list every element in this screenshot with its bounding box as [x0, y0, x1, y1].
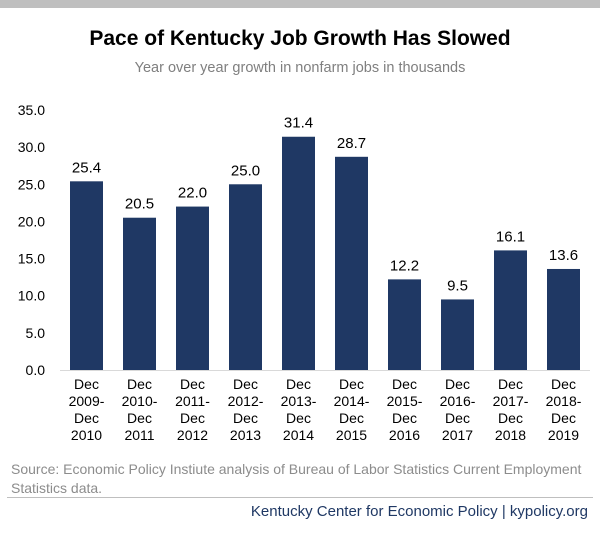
chart-title: Pace of Kentucky Job Growth Has Slowed: [89, 27, 511, 50]
bar-chart: 0.05.010.015.020.025.030.035.025.4Dec200…: [18, 102, 590, 443]
bar: [70, 181, 103, 370]
y-tick-label: 25.0: [18, 176, 45, 192]
y-tick-label: 5.0: [26, 325, 46, 341]
bar-value-label: 31.4: [284, 115, 313, 132]
bar-value-label: 13.6: [549, 247, 578, 264]
x-category-label: Dec: [445, 376, 470, 392]
x-category-label: 2016: [389, 427, 420, 443]
x-category-label: 2009-: [69, 393, 105, 409]
bar: [547, 268, 580, 370]
x-category-label: 2017: [442, 427, 473, 443]
x-category-label: Dec: [180, 410, 205, 426]
footer-divider: [7, 497, 593, 498]
y-tick-label: 10.0: [18, 288, 45, 304]
chart-subtitle: Year over year growth in nonfarm jobs in…: [134, 60, 466, 76]
bar-value-label: 16.1: [496, 228, 525, 245]
y-tick-label: 35.0: [18, 102, 45, 118]
x-category-label: Dec: [286, 410, 311, 426]
x-category-label: 2018: [495, 427, 526, 443]
x-category-label: 2011-: [175, 393, 210, 409]
bar-value-label: 28.7: [337, 135, 366, 152]
x-category-label: 2010-: [122, 393, 158, 409]
bar: [123, 217, 156, 370]
x-category-label: Dec: [74, 410, 99, 426]
bar-value-label: 9.5: [447, 277, 468, 294]
x-category-label: Dec: [180, 376, 205, 392]
x-category-label: 2015: [336, 427, 367, 443]
x-category-label: Dec: [498, 376, 523, 392]
x-category-label: 2012: [177, 427, 208, 443]
x-category-label: Dec: [286, 376, 311, 392]
bar: [176, 206, 209, 370]
x-category-label: Dec: [74, 376, 99, 392]
x-category-label: 2015-: [387, 393, 423, 409]
bar: [441, 299, 474, 370]
x-category-label: Dec: [498, 410, 523, 426]
x-category-label: 2014-: [334, 393, 370, 409]
x-category-label: Dec: [339, 376, 364, 392]
x-category-label: Dec: [127, 410, 152, 426]
x-category-label: 2019: [548, 427, 579, 443]
x-category-label: 2013-: [281, 393, 317, 409]
y-tick-label: 20.0: [18, 213, 45, 229]
bar-value-label: 22.0: [178, 185, 207, 202]
x-category-label: Dec: [392, 376, 417, 392]
bar-value-label: 25.0: [231, 162, 260, 179]
x-category-label: Dec: [445, 410, 470, 426]
bar: [388, 279, 421, 370]
source-note: Source: Economic Policy Instiute analysi…: [11, 461, 582, 496]
x-category-label: 2013: [230, 427, 261, 443]
x-category-label: 2016-: [440, 393, 476, 409]
x-category-label: Dec: [233, 376, 258, 392]
bar-value-label: 12.2: [390, 257, 419, 274]
x-category-label: 2011: [124, 427, 154, 443]
bar-value-label: 25.4: [72, 159, 101, 176]
y-tick-label: 15.0: [18, 251, 45, 267]
bar: [494, 250, 527, 370]
bar: [282, 136, 315, 370]
x-category-label: 2014: [283, 427, 314, 443]
footer-credit: Kentucky Center for Economic Policy | ky…: [250, 503, 588, 520]
x-category-label: 2010: [71, 427, 102, 443]
x-category-label: 2012-: [228, 393, 264, 409]
top-border-bar: [0, 0, 600, 8]
x-category-label: Dec: [392, 410, 417, 426]
y-tick-label: 0.0: [26, 362, 46, 378]
bar-value-label: 20.5: [125, 196, 154, 213]
x-category-label: Dec: [127, 376, 152, 392]
bar: [335, 156, 368, 370]
x-category-label: 2018-: [546, 393, 582, 409]
x-category-label: Dec: [233, 410, 258, 426]
x-category-label: Dec: [551, 410, 576, 426]
bar: [229, 184, 262, 370]
x-category-label: 2017-: [493, 393, 529, 409]
y-tick-label: 30.0: [18, 139, 45, 155]
x-category-label: Dec: [551, 376, 576, 392]
x-category-label: Dec: [339, 410, 364, 426]
